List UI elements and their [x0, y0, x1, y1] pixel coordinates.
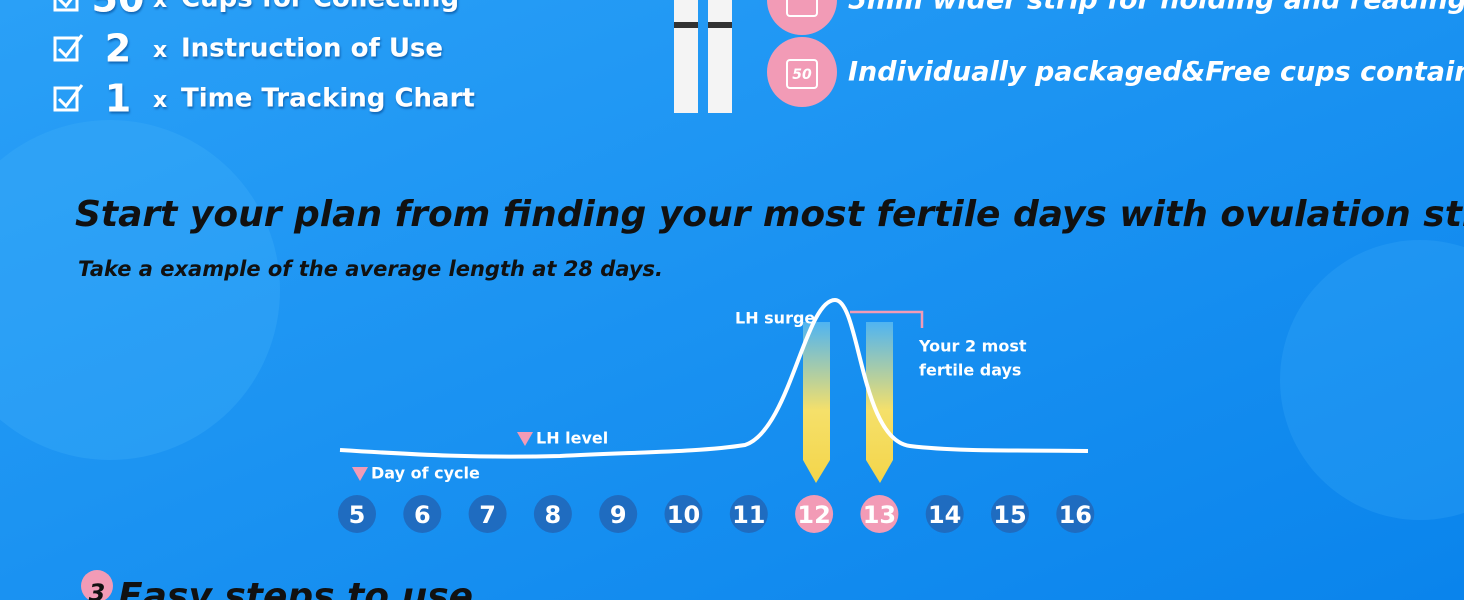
- included-items: 50xCups for Collecting2xInstruction of U…: [53, 0, 475, 121]
- item-count: 2: [105, 27, 131, 71]
- day-label: 6: [414, 501, 431, 529]
- day-label: 7: [479, 501, 496, 529]
- item-times: x: [153, 0, 167, 13]
- step-badge: [81, 570, 113, 600]
- item-times: x: [153, 88, 167, 113]
- feature-icon: [767, 0, 837, 35]
- feature-icon-text: 50: [792, 67, 812, 83]
- checkbox: [53, 0, 79, 12]
- subheading: Take a example of the average length at …: [78, 257, 663, 281]
- day-label: 9: [610, 501, 627, 529]
- day-label: 5: [349, 501, 366, 529]
- day-circle: [860, 495, 899, 533]
- item-label: Time Tracking Chart: [181, 84, 475, 114]
- decor-blob: [0, 120, 280, 460]
- fertile-note: fertile days: [919, 361, 1021, 380]
- features: 5mm wider strip for holding and reading 5…: [767, 0, 1464, 107]
- day-circle: [729, 495, 768, 533]
- day-circle: [795, 495, 834, 533]
- marker: [517, 432, 533, 446]
- day-circle: [468, 495, 507, 533]
- checkmark: [57, 34, 84, 59]
- item-label: Cups for Collecting: [181, 0, 459, 14]
- day-circle: [664, 495, 703, 533]
- day-circle: [403, 495, 442, 533]
- bracket: [850, 310, 924, 328]
- day-label: 15: [993, 501, 1026, 529]
- feature-text: 5mm wider strip for holding and reading: [848, 0, 1464, 16]
- day-circle: [925, 495, 964, 533]
- checkbox: [53, 86, 79, 112]
- day-label: 11: [732, 501, 765, 529]
- step-number: 3: [89, 579, 106, 600]
- day-label: 13: [863, 501, 896, 529]
- decor-blob: [1280, 240, 1464, 520]
- item-count: 1: [105, 77, 131, 121]
- item-count: 50: [92, 0, 145, 21]
- checkmark: [57, 84, 84, 109]
- steps-title: Easy steps to use: [118, 576, 473, 600]
- bag-outline: [786, 0, 818, 17]
- fertile-bar: [866, 322, 893, 483]
- day-label: 12: [797, 501, 830, 529]
- item-times: x: [153, 38, 167, 63]
- feature-text: Individually packaged&Free cups containe…: [848, 57, 1464, 88]
- strips-image: [674, 0, 732, 113]
- item-label: Instruction of Use: [181, 34, 443, 64]
- feature-icon: [767, 37, 837, 107]
- checkbox: [53, 36, 79, 62]
- day-circle: [991, 495, 1029, 533]
- day-circle: [533, 495, 572, 533]
- day-label: 14: [928, 501, 961, 529]
- day-circle: [338, 495, 376, 533]
- heading: Start your plan from finding your most f…: [75, 194, 1464, 235]
- day-row: 5 6 7 8 9 10 11 12 13 14 15 16: [338, 495, 1095, 533]
- fertile-note: Your 2 most: [918, 337, 1027, 356]
- bag-outline: [786, 59, 818, 89]
- fertile-bar: [803, 322, 830, 483]
- lh-curve: [339, 297, 1089, 459]
- day-label: 8: [545, 501, 562, 529]
- lh-diagram: LH surge Your 2 most fertile days LH lev…: [338, 297, 1095, 533]
- day-circle: [1056, 495, 1095, 533]
- day-label: 16: [1059, 501, 1092, 529]
- lh-level-label: LH level: [536, 429, 608, 448]
- day-circle: [599, 495, 638, 533]
- lh-surge-label: LH surge: [735, 309, 815, 328]
- day-of-cycle-label: Day of cycle: [371, 464, 480, 483]
- day-label: 10: [667, 501, 700, 529]
- checkmark: [57, 0, 73, 9]
- marker: [352, 467, 368, 481]
